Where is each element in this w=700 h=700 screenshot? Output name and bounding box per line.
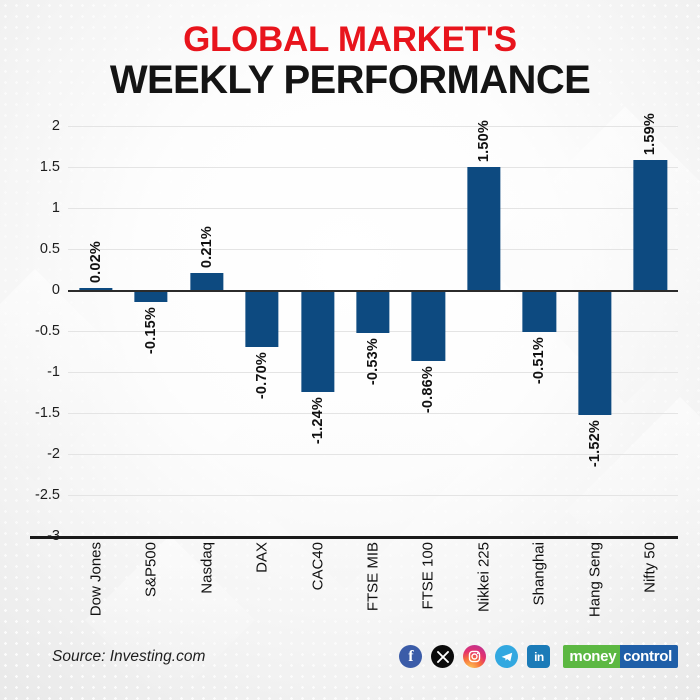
bar[interactable] bbox=[134, 290, 168, 303]
bar-value-label: -0.86% bbox=[420, 365, 437, 413]
x-axis-labels: Dow Jones S&P500 Nasdaq DAX CAC40 FTSE MIB FTS… bbox=[68, 540, 678, 635]
bar[interactable] bbox=[633, 159, 667, 290]
bar-value-label: -0.15% bbox=[143, 307, 160, 355]
instagram-icon[interactable] bbox=[463, 645, 487, 668]
x-axis-tick-label: FTSE MIB bbox=[364, 542, 382, 612]
x-axis-tick-label: FTSE 100 bbox=[419, 542, 437, 610]
plot-area: 0.02% -0.15% 0.21% -0.70% -1.24% -0.53% -0.86%… bbox=[30, 113, 678, 539]
x-axis-tick-label: DAX bbox=[253, 542, 271, 573]
y-axis-tick-label: 0 bbox=[51, 282, 60, 298]
gridline bbox=[68, 413, 678, 414]
gridline bbox=[68, 208, 678, 209]
bar-value-label: -0.70% bbox=[254, 352, 271, 400]
source-note: Source: Investing.com bbox=[52, 648, 206, 665]
logo-control-text: control bbox=[620, 645, 678, 668]
facebook-icon[interactable]: f bbox=[399, 645, 423, 668]
gridline bbox=[68, 249, 678, 250]
x-axis-tick: S&P500 bbox=[123, 540, 178, 635]
y-axis-tick-label: -2.5 bbox=[35, 487, 60, 503]
x-axis-tick: Hang Seng bbox=[567, 540, 622, 635]
bar-value-label: 1.59% bbox=[642, 112, 659, 155]
x-axis-tick: Nasdaq bbox=[179, 540, 234, 635]
y-axis-tick-label: -1.5 bbox=[35, 405, 60, 421]
gridline bbox=[68, 372, 678, 373]
zero-axis-line bbox=[68, 290, 678, 292]
x-axis-tick: CAC40 bbox=[290, 540, 345, 635]
x-axis-tick-label: CAC40 bbox=[309, 542, 327, 591]
x-axis-tick: Dow Jones bbox=[68, 540, 123, 635]
y-axis-tick-label: 1 bbox=[51, 200, 60, 216]
bar[interactable] bbox=[356, 290, 390, 334]
x-axis-tick: Nikkei 225 bbox=[456, 540, 511, 635]
gridline bbox=[68, 167, 678, 168]
bar-value-label: 0.21% bbox=[198, 225, 215, 268]
title-line-primary: GLOBAL MARKET'S bbox=[183, 20, 517, 59]
bar-value-label: 0.02% bbox=[87, 241, 104, 284]
moneycontrol-logo[interactable]: money control bbox=[563, 645, 678, 668]
bar[interactable] bbox=[79, 288, 113, 291]
bar-group[interactable]: -0.15% bbox=[123, 126, 178, 536]
bar-group[interactable]: 1.59% bbox=[623, 113, 678, 536]
bar[interactable] bbox=[578, 290, 612, 415]
y-axis-tick-label: 1.5 bbox=[39, 159, 60, 175]
bar-group[interactable]: 0.02% bbox=[68, 126, 123, 536]
bar-group[interactable]: -1.52% bbox=[567, 126, 622, 536]
title-line-secondary: WEEKLY PERFORMANCE bbox=[109, 57, 591, 102]
linkedin-icon[interactable]: in bbox=[527, 645, 551, 668]
y-axis: 21.510.50-0.5-1-1.5-2-2.5-3 bbox=[30, 118, 64, 544]
bar-value-label: -1.24% bbox=[309, 396, 326, 444]
x-axis-tick-label: Nifty 50 bbox=[641, 542, 659, 593]
gridline bbox=[68, 495, 678, 496]
telegram-icon[interactable] bbox=[495, 645, 519, 668]
bar-group[interactable]: -0.53% bbox=[345, 126, 400, 536]
bar-value-label: -0.51% bbox=[531, 336, 548, 384]
bar[interactable] bbox=[245, 290, 279, 348]
x-axis-tick-label: Nasdaq bbox=[198, 542, 216, 594]
bar[interactable] bbox=[467, 167, 501, 290]
y-axis-tick-label: 0.5 bbox=[39, 241, 60, 257]
bar[interactable] bbox=[522, 290, 556, 332]
y-axis-tick-label: -0.5 bbox=[35, 323, 60, 339]
gridline bbox=[68, 454, 678, 455]
bar-group[interactable]: -0.86% bbox=[401, 126, 456, 536]
bar-series: 0.02% -0.15% 0.21% -0.70% -1.24% -0.53% -0.86%… bbox=[68, 113, 678, 536]
bar-value-label: -0.53% bbox=[364, 338, 381, 386]
y-axis-tick-label: 2 bbox=[51, 118, 60, 134]
x-axis-line bbox=[30, 536, 678, 539]
x-axis-tick: FTSE MIB bbox=[345, 540, 400, 635]
bar-chart: 21.510.50-0.5-1-1.5-2-2.5-3 0.02%-0.15%0… bbox=[30, 113, 678, 544]
bar-group[interactable]: 1.50% bbox=[456, 120, 511, 536]
bar-group[interactable]: 0.21% bbox=[179, 126, 234, 536]
social-bar: f in money control bbox=[399, 645, 678, 668]
bar-group[interactable]: -1.24% bbox=[290, 126, 345, 536]
bar-group[interactable]: -0.70% bbox=[234, 126, 289, 536]
x-axis-tick-label: Dow Jones bbox=[87, 542, 105, 617]
bar-group[interactable]: -0.51% bbox=[512, 126, 567, 536]
gridline bbox=[68, 126, 678, 127]
x-axis-tick: Shanghai bbox=[512, 540, 567, 635]
x-axis-tick-label: S&P500 bbox=[142, 542, 160, 598]
x-axis-tick: Nifty 50 bbox=[623, 540, 678, 635]
bar[interactable] bbox=[411, 290, 446, 361]
page-title: GLOBAL MARKET'S WEEKLY PERFORMANCE bbox=[0, 22, 700, 100]
bar[interactable] bbox=[300, 290, 335, 392]
bar-value-label: 1.50% bbox=[475, 119, 492, 162]
x-axis-tick-label: Shanghai bbox=[530, 542, 548, 606]
y-axis-tick-label: -1 bbox=[47, 364, 60, 380]
x-axis-tick-label: Nikkei 225 bbox=[475, 542, 493, 613]
logo-money-text: money bbox=[563, 645, 621, 668]
x-axis-tick: DAX bbox=[234, 540, 289, 635]
x-axis-tick-label: Hang Seng bbox=[586, 542, 604, 618]
x-icon[interactable] bbox=[431, 645, 455, 668]
bar[interactable] bbox=[189, 272, 224, 290]
bar-value-label: -1.52% bbox=[586, 419, 603, 467]
y-axis-tick-label: -2 bbox=[47, 446, 60, 462]
x-axis-tick: FTSE 100 bbox=[401, 540, 456, 635]
